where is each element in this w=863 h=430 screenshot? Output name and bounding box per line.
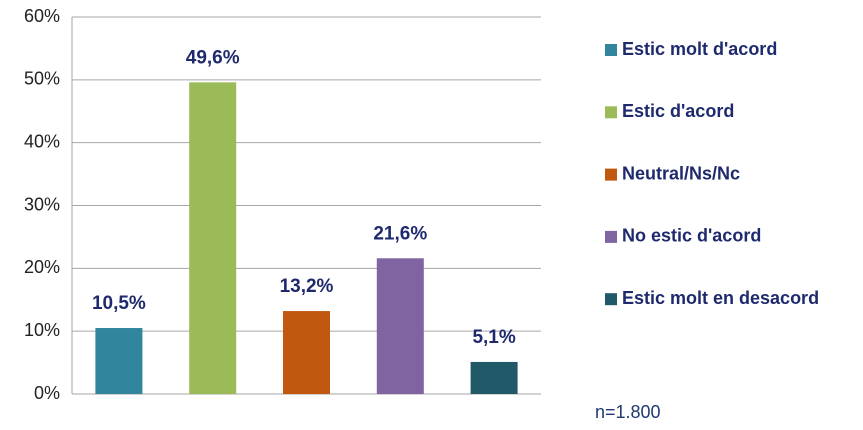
legend-label: Estic molt en desacord xyxy=(622,288,819,308)
y-tick-label: 60% xyxy=(24,6,60,26)
data-label: 5,1% xyxy=(472,327,515,348)
y-tick-label: 50% xyxy=(24,69,60,89)
data-label: 21,6% xyxy=(373,223,427,244)
legend-label: No estic d'acord xyxy=(622,226,761,246)
legend-label: Estic d'acord xyxy=(622,101,734,121)
y-tick-label: 0% xyxy=(34,383,60,403)
y-tick-label: 10% xyxy=(24,320,60,340)
data-label: 49,6% xyxy=(186,47,240,68)
bar xyxy=(376,258,424,394)
y-tick-label: 20% xyxy=(24,257,60,277)
bar xyxy=(470,361,518,394)
legend-label: Neutral/Ns/Nc xyxy=(622,163,740,183)
y-tick-label: 30% xyxy=(24,194,60,214)
legend-swatch xyxy=(605,293,617,306)
legend-swatch xyxy=(605,168,617,181)
bar xyxy=(283,311,330,394)
y-tick-label: 40% xyxy=(24,131,60,151)
data-label: 10,5% xyxy=(92,293,146,314)
bar xyxy=(189,82,237,394)
data-label: 13,2% xyxy=(280,276,334,297)
legend-swatch xyxy=(605,230,617,243)
legend-label: Estic molt d'acord xyxy=(622,39,777,59)
bar xyxy=(95,328,143,394)
annotation: n=1.800 xyxy=(595,402,661,422)
legend-swatch xyxy=(605,106,617,119)
legend-swatch xyxy=(605,44,617,56)
